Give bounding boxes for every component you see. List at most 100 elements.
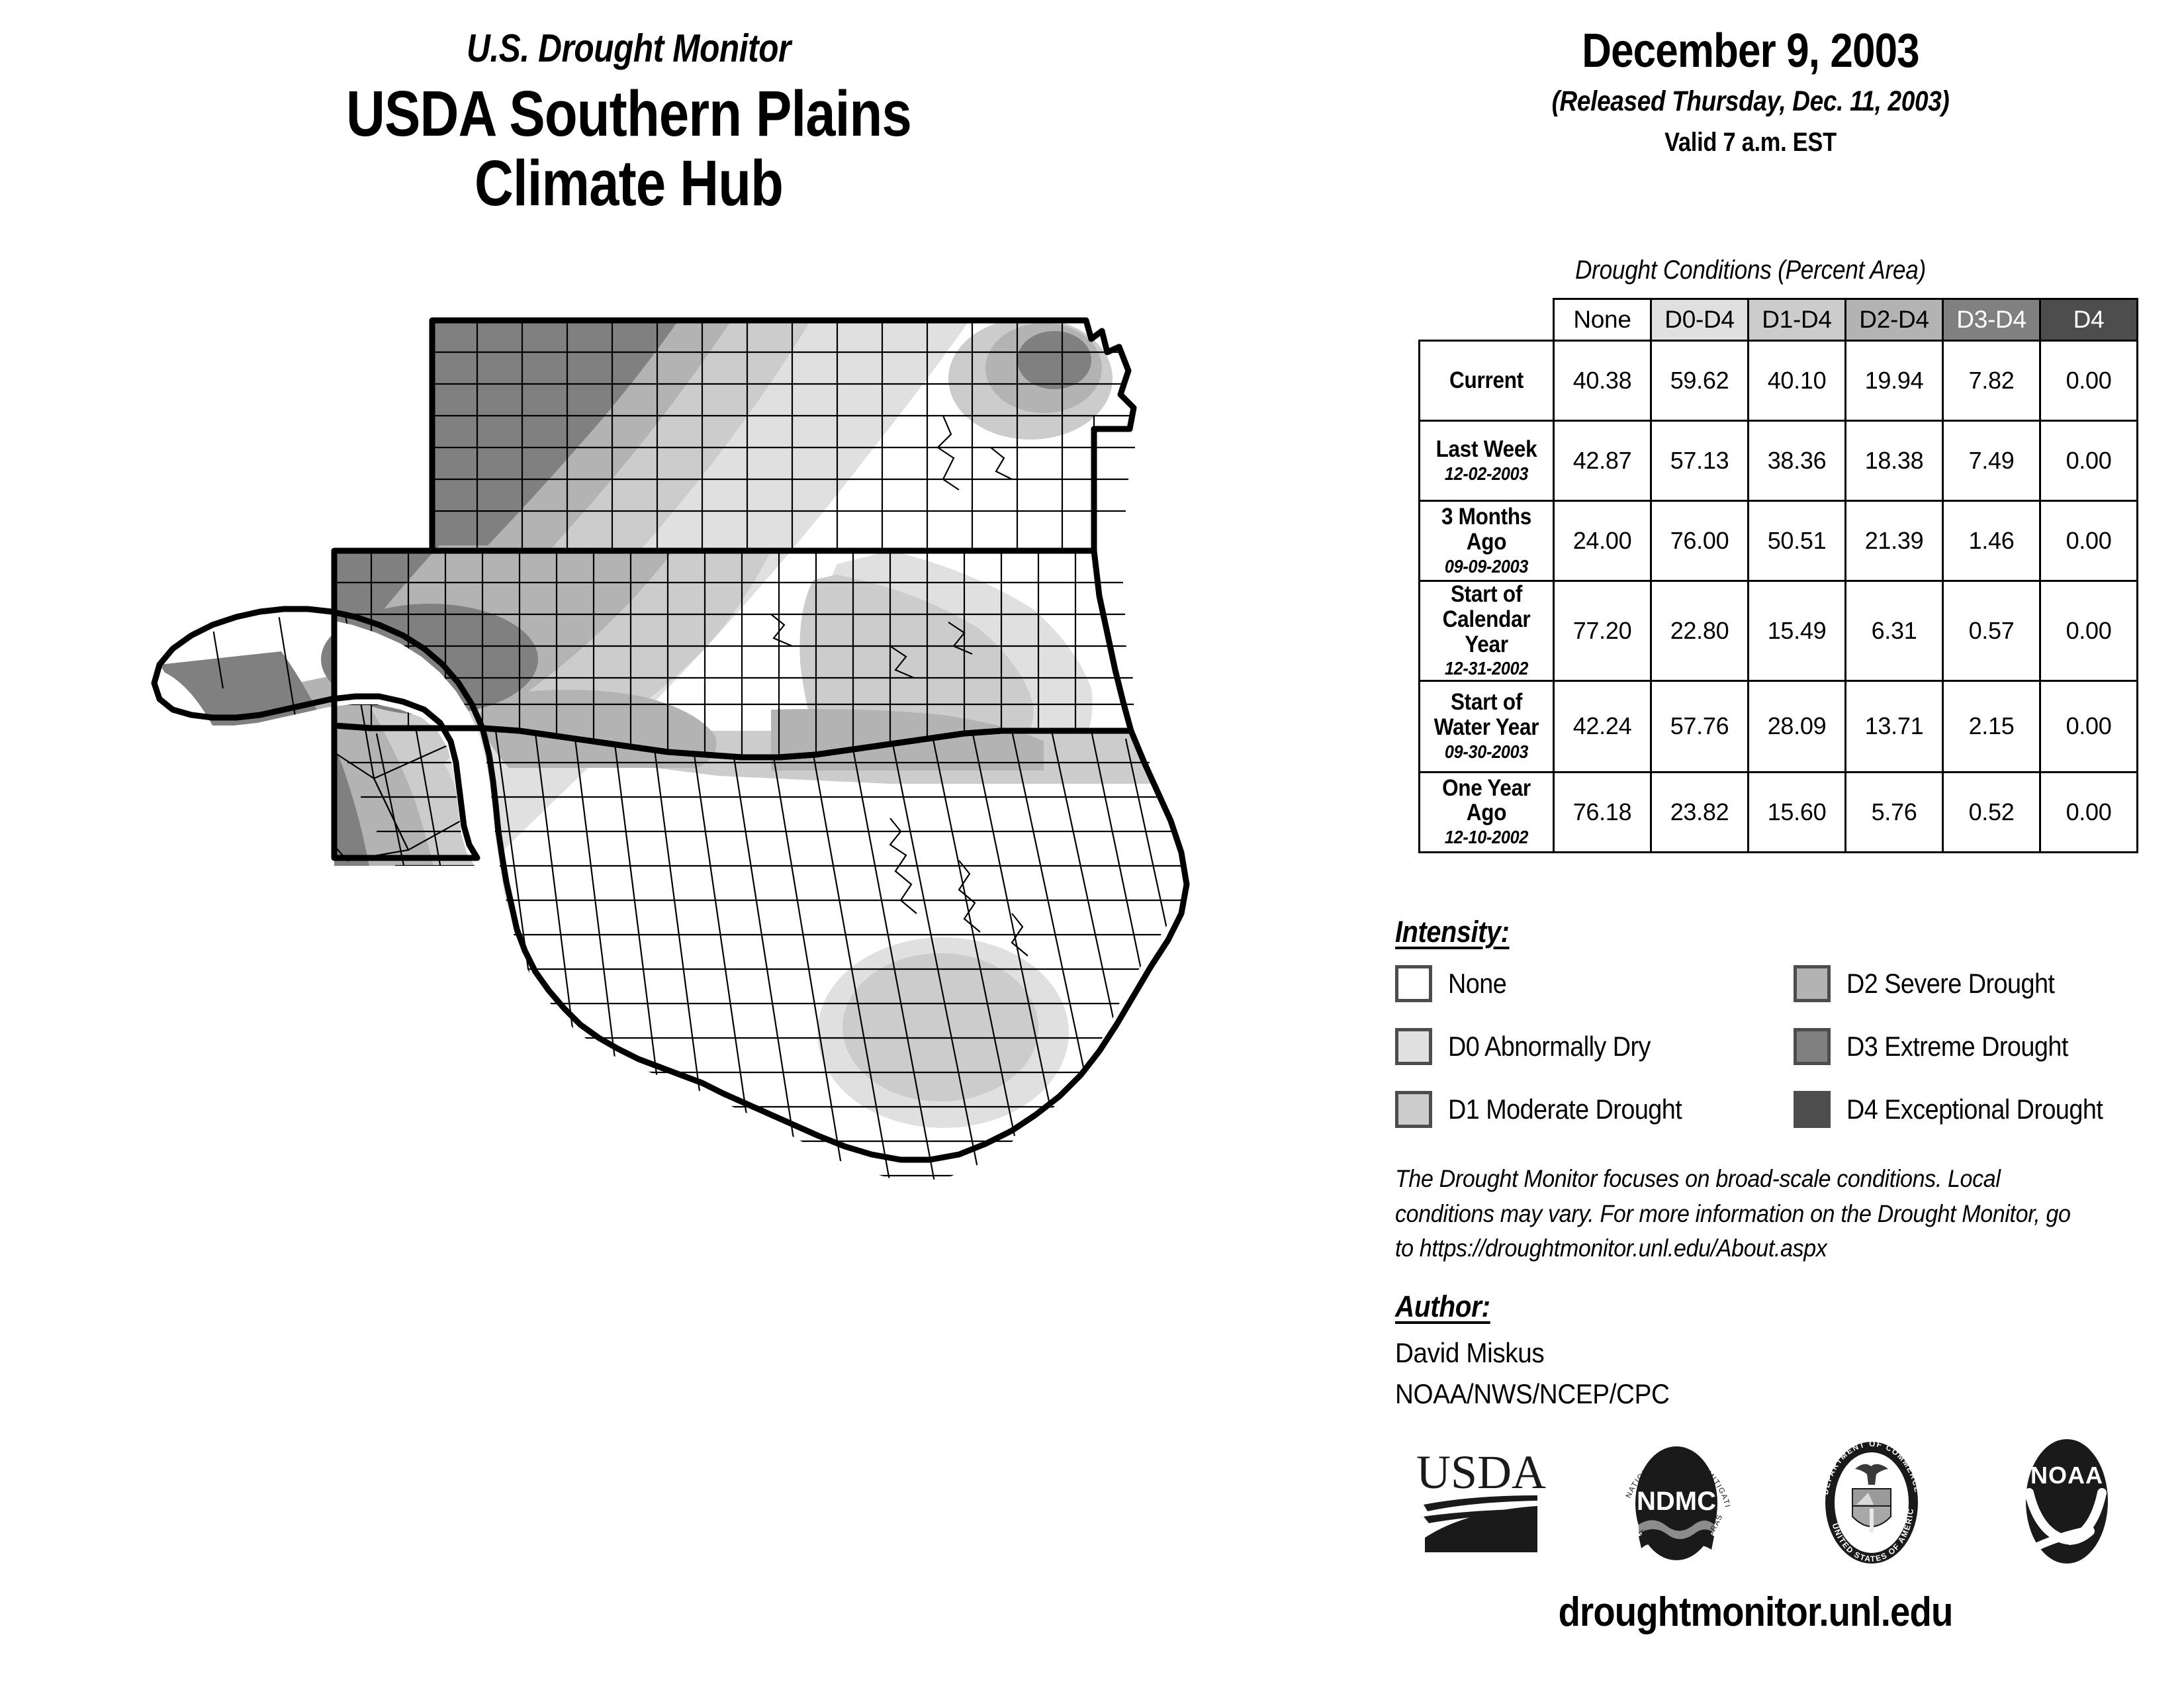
row-label-text: Start of bbox=[1450, 689, 1523, 716]
table-cell-value: 40.10 bbox=[1747, 340, 1846, 422]
row-label-date: 09-30-2003 bbox=[1444, 741, 1529, 762]
legend-label-d3: D3 Extreme Drought bbox=[1846, 1031, 2068, 1062]
table-cell-value: 7.49 bbox=[1942, 420, 2041, 502]
table-cell-value: 42.87 bbox=[1553, 420, 1652, 502]
row-label-text: Calendar Year bbox=[1442, 606, 1531, 657]
author-name: David Miskus bbox=[1395, 1337, 1545, 1368]
col-header-d2d4: D2-D4 bbox=[1844, 298, 1944, 342]
table-row: Last Week 12-02-2003 42.87 57.13 38.36 18.38 7… bbox=[1418, 420, 2138, 502]
col-header-d1d4: D1-D4 bbox=[1747, 298, 1846, 342]
ndmc-logo: NDMC NATIONAL DROUGHT MITIGATION CENTER … bbox=[1596, 1426, 1752, 1574]
left-panel: U.S. Drought Monitor USDA Southern Plain… bbox=[0, 29, 1257, 1503]
disclaimer-text: The Drought Monitor focuses on broad-sca… bbox=[1395, 1165, 2071, 1262]
table-cell-value: 13.71 bbox=[1844, 679, 1944, 773]
table-cell-value: 7.82 bbox=[1942, 340, 2041, 422]
legend-label-none: None bbox=[1448, 968, 1507, 999]
table-cell-value: 15.49 bbox=[1747, 580, 1846, 682]
site-url[interactable]: droughtmonitor.unl.edu bbox=[1558, 1589, 1954, 1635]
legend-item-none: None bbox=[1395, 965, 1513, 1002]
row-label-text: Water Year bbox=[1433, 714, 1539, 740]
row-label: Start of Water Year 09-30-2003 bbox=[1418, 679, 1555, 773]
table-cell-value: 18.38 bbox=[1844, 420, 1944, 502]
table-cell-value: 77.20 bbox=[1553, 580, 1652, 682]
table-cell-value: 0.00 bbox=[2039, 679, 2138, 773]
page-title-line2: Climate Hub bbox=[474, 146, 784, 219]
table-cell-value: 23.82 bbox=[1650, 771, 1749, 853]
table-row: One Year Ago 12-10-2002 76.18 23.82 15.60 5.7… bbox=[1418, 771, 2138, 853]
table-row: 3 Months Ago 09-09-2003 24.00 76.00 50.51 21.… bbox=[1418, 500, 2138, 582]
legend-label-d2: D2 Severe Drought bbox=[1846, 968, 2055, 999]
legend-item-d3: D3 Extreme Drought bbox=[1794, 1028, 2093, 1065]
table-cell-value: 21.39 bbox=[1844, 500, 1944, 582]
ndmc-logo-text: NDMC bbox=[1637, 1487, 1716, 1516]
table-cell-value: 1.46 bbox=[1942, 500, 2041, 582]
swatch-d0 bbox=[1395, 1028, 1432, 1065]
legend-label-d4: D4 Exceptional Drought bbox=[1846, 1094, 2103, 1125]
row-label-text: Current bbox=[1449, 367, 1524, 394]
row-label: One Year Ago 12-10-2002 bbox=[1418, 771, 1555, 853]
row-label-text: Start of bbox=[1450, 581, 1523, 607]
table-cell-value: 15.60 bbox=[1747, 771, 1846, 853]
legend-label-d1: D1 Moderate Drought bbox=[1448, 1094, 1682, 1125]
table-cell-value: 28.09 bbox=[1747, 679, 1846, 773]
drought-conditions-table: None D0-D4 D1-D4 D2-D4 D3-D4 D4 Current 4… bbox=[1418, 298, 2138, 853]
table-cell-value: 2.15 bbox=[1942, 679, 2041, 773]
row-label: Current bbox=[1418, 340, 1555, 422]
table-cell-value: 38.36 bbox=[1747, 420, 1846, 502]
right-panel: December 9, 2003 (Released Thursday, Dec… bbox=[1343, 0, 2184, 1688]
table-cell-value: 6.31 bbox=[1844, 580, 1944, 682]
row-label: 3 Months Ago 09-09-2003 bbox=[1418, 500, 1555, 582]
table-row: Start of Water Year 09-30-2003 42.24 57.76 28… bbox=[1418, 679, 2138, 773]
noaa-logo: NOAA bbox=[1991, 1432, 2143, 1574]
author-org: NOAA/NWS/NCEP/CPC bbox=[1395, 1378, 1670, 1409]
intensity-title: Intensity: bbox=[1395, 915, 1510, 949]
table-cell-value: 59.62 bbox=[1650, 340, 1749, 422]
table-cell-value: 76.18 bbox=[1553, 771, 1652, 853]
usda-logo: USDA bbox=[1405, 1432, 1557, 1574]
swatch-d3 bbox=[1794, 1028, 1831, 1065]
usda-logo-text: USDA bbox=[1416, 1446, 1545, 1499]
state-outlines bbox=[151, 317, 1190, 1163]
page-title-line1: USDA Southern Plains bbox=[346, 77, 912, 150]
table-cell-value: 0.52 bbox=[1942, 771, 2041, 853]
table-cell-value: 0.00 bbox=[2039, 771, 2138, 853]
legend-item-d2: D2 Severe Drought bbox=[1794, 965, 2077, 1002]
row-label-date: 12-31-2002 bbox=[1444, 658, 1529, 679]
row-label-text: Last Week bbox=[1435, 436, 1537, 462]
table-cell-value: 0.00 bbox=[2039, 500, 2138, 582]
valid-time: Valid 7 a.m. EST bbox=[1664, 127, 1837, 157]
row-label-text: 3 Months Ago bbox=[1441, 504, 1532, 555]
table-row: Start of Calendar Year 12-31-2002 77.20 22.8… bbox=[1418, 580, 2138, 682]
table-cell-value: 5.76 bbox=[1844, 771, 1944, 853]
row-label: Start of Calendar Year 12-31-2002 bbox=[1418, 580, 1555, 682]
table-cell-value: 24.00 bbox=[1553, 500, 1652, 582]
table-caption: Drought Conditions (Percent Area) bbox=[1575, 256, 1926, 285]
logo-row: USDA NDMC NATIONAL DROUGHT MITIGATION CE… bbox=[1383, 1425, 2164, 1579]
table-cell-value: 0.00 bbox=[2039, 340, 2138, 422]
row-label-text: One Year Ago bbox=[1442, 774, 1531, 826]
table-corner-cell bbox=[1420, 299, 1554, 341]
swatch-d4 bbox=[1794, 1091, 1831, 1128]
drought-map[interactable] bbox=[149, 291, 1221, 1503]
col-header-d4: D4 bbox=[2039, 298, 2138, 342]
table-cell-value: 0.00 bbox=[2039, 580, 2138, 682]
table-cell-value: 57.76 bbox=[1650, 679, 1749, 773]
title-block: U.S. Drought Monitor USDA Southern Plain… bbox=[0, 29, 1257, 216]
legend-item-d4: D4 Exceptional Drought bbox=[1794, 1091, 2131, 1128]
table-header-row: None D0-D4 D1-D4 D2-D4 D3-D4 D4 bbox=[1420, 298, 2138, 342]
table-cell-value: 76.00 bbox=[1650, 500, 1749, 582]
legend-label-d0: D0 Abnormally Dry bbox=[1448, 1031, 1651, 1062]
report-date: December 9, 2003 bbox=[1582, 24, 1919, 77]
swatch-d2 bbox=[1794, 965, 1831, 1002]
table-cell-value: 42.24 bbox=[1553, 679, 1652, 773]
col-header-d3d4: D3-D4 bbox=[1942, 298, 2041, 342]
row-label: Last Week 12-02-2003 bbox=[1418, 420, 1555, 502]
doc-logo: DEPARTMENT OF COMMERCE UNITED STATES OF … bbox=[1792, 1425, 1948, 1574]
table-cell-value: 0.00 bbox=[2039, 420, 2138, 502]
legend-item-d1: D1 Moderate Drought bbox=[1395, 1091, 1707, 1128]
page-kicker: U.S. Drought Monitor bbox=[467, 26, 791, 70]
table-row: Current 40.38 59.62 40.10 19.94 7.82 0.00 bbox=[1418, 340, 2138, 422]
released-date: (Released Thursday, Dec. 11, 2003) bbox=[1551, 85, 1950, 117]
table-cell-value: 50.51 bbox=[1747, 500, 1846, 582]
county-lines bbox=[211, 320, 1184, 1181]
